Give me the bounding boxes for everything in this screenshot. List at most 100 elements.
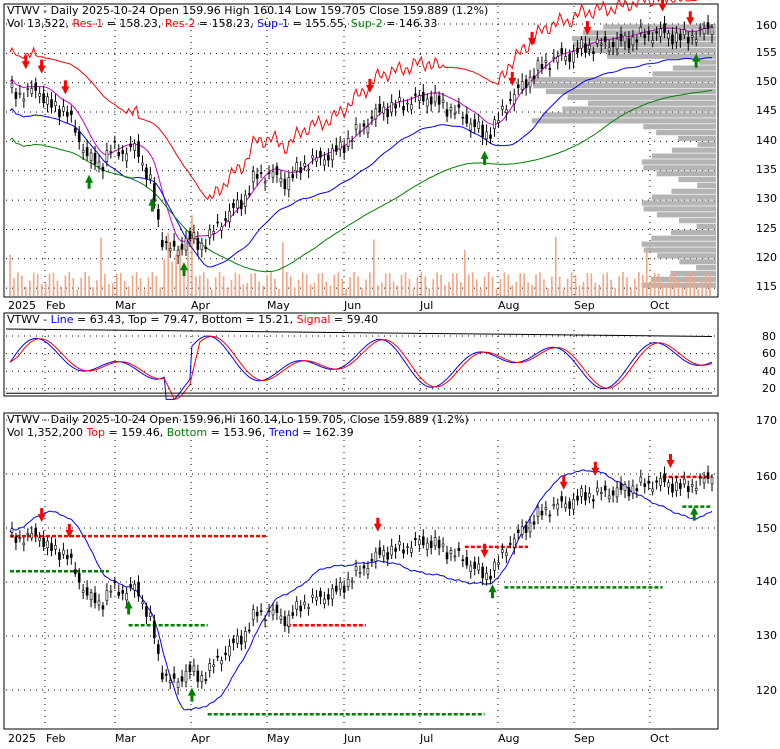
candle-body	[228, 211, 230, 222]
candle-body	[300, 606, 302, 611]
volume-bar	[705, 272, 707, 296]
volume-bar	[330, 286, 332, 296]
volume-bar	[377, 285, 379, 296]
volume-bar	[496, 288, 498, 296]
candle-body	[102, 606, 104, 609]
candle-body	[395, 104, 397, 108]
candle-body	[339, 142, 341, 149]
volume-bar	[385, 273, 387, 296]
volume-bar	[547, 288, 549, 296]
candle-body	[454, 113, 456, 114]
volume-profile-bar	[679, 259, 716, 264]
candle-body	[446, 110, 448, 117]
candle-body	[268, 173, 270, 174]
volume-bar	[286, 272, 288, 296]
candle-body	[221, 227, 223, 231]
volume-bar	[472, 272, 474, 296]
period: Daily	[51, 4, 79, 17]
candle-body	[308, 169, 310, 170]
y-tick: 130	[756, 629, 777, 642]
volume-bar	[21, 276, 23, 296]
volume-bar	[345, 289, 347, 296]
candle-body	[557, 504, 559, 509]
volume-bar	[642, 275, 644, 296]
volume-bar	[460, 282, 462, 296]
volume-bar	[468, 275, 470, 296]
candle-body	[244, 631, 246, 641]
volume-bars	[9, 215, 711, 296]
volume-bar	[654, 273, 656, 296]
sell-arrow	[666, 454, 674, 468]
candle-body	[296, 163, 298, 171]
candle-body	[541, 511, 543, 515]
volume-bar	[29, 280, 31, 296]
volume-bar	[163, 259, 165, 296]
candle-body	[482, 567, 484, 578]
signal-line	[10, 336, 712, 399]
candle-body	[573, 499, 575, 509]
volume-profile-bar	[671, 271, 716, 276]
hi-value: 160.14	[239, 413, 278, 426]
candle-body	[122, 591, 124, 594]
candle-body	[600, 44, 602, 45]
candle-body	[648, 32, 650, 34]
volume-bar	[318, 273, 320, 296]
volume-bar	[159, 287, 161, 296]
candle-body	[403, 550, 405, 554]
volume-bar	[148, 278, 150, 296]
volume-bar	[152, 272, 154, 296]
candle-body	[304, 602, 306, 605]
sell-arrow	[38, 60, 46, 74]
candle-body	[383, 107, 385, 113]
volume-bar	[484, 277, 486, 296]
candle-body	[438, 96, 440, 104]
candle-body	[169, 249, 171, 251]
candle-body	[406, 547, 408, 548]
candle-body	[577, 48, 579, 53]
volume-bar	[41, 284, 43, 296]
candle-body	[470, 566, 472, 572]
volume-bar	[555, 237, 557, 296]
candle-body	[687, 37, 689, 43]
volume-bar	[179, 246, 181, 296]
volume-bar	[310, 285, 312, 296]
candle-body	[217, 222, 219, 223]
candle-body	[221, 661, 223, 664]
volume-bar	[61, 287, 63, 296]
ticker: VTWV	[7, 4, 40, 17]
x-tick: Sep	[574, 732, 595, 745]
bottom-value: 15.21	[258, 313, 290, 326]
candle-body	[640, 27, 642, 32]
candle-body	[19, 93, 21, 94]
x-tick: 2025	[8, 732, 36, 745]
candle-body	[47, 97, 49, 104]
trend-panel-header: VTWV - Daily 2025-10-24 Open 159.96,Hi 1…	[7, 413, 469, 426]
candle-body	[505, 110, 507, 113]
candle-body	[217, 656, 219, 657]
volume-bar	[511, 285, 513, 296]
candle-body	[19, 538, 21, 539]
candle-body	[691, 485, 693, 487]
x-tick: Aug	[498, 732, 519, 745]
candle-body	[173, 241, 175, 246]
candle-body	[430, 541, 432, 548]
candle-body	[628, 488, 630, 496]
candle-body	[138, 141, 140, 156]
x-tick: 2025	[8, 299, 36, 312]
trend-value: 162.39	[315, 426, 354, 439]
volume-bar	[144, 290, 146, 296]
volume-bar	[57, 281, 59, 296]
candle-body	[236, 636, 238, 643]
high-label: High	[224, 4, 249, 17]
volume-bar	[334, 275, 336, 296]
volume-bar	[662, 283, 664, 296]
volume-bar	[682, 288, 684, 296]
candle-body	[569, 54, 571, 61]
candle-body	[395, 548, 397, 551]
candle-body	[707, 23, 709, 29]
candle-body	[62, 107, 64, 112]
candle-body	[323, 160, 325, 165]
volume-bar	[693, 277, 695, 296]
x-tick: May	[267, 732, 290, 745]
sell-arrow	[61, 80, 69, 94]
